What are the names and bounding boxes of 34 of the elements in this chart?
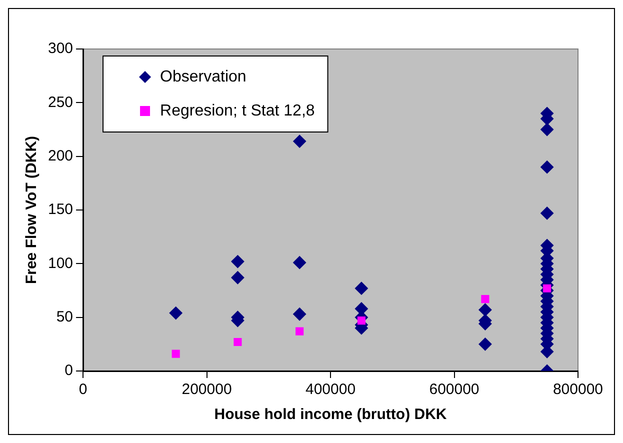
y-tick-label: 0 <box>64 362 74 380</box>
x-tick-label: 200000 <box>182 381 232 398</box>
point <box>540 160 554 174</box>
point <box>234 338 242 346</box>
point <box>293 256 306 270</box>
point <box>481 295 490 304</box>
point <box>540 206 554 220</box>
point <box>231 255 244 268</box>
y-tick-label: 300 <box>48 40 74 58</box>
x-axis-title: House hold income (brutto) DKK <box>214 406 447 424</box>
x-tick-label: 0 <box>78 381 88 398</box>
point <box>296 327 304 336</box>
y-tick-label: 200 <box>48 147 74 164</box>
y-tick-label: 150 <box>48 201 74 218</box>
point <box>172 350 180 358</box>
y-tick-label: 250 <box>48 94 74 111</box>
y-axis-title: Free Flow VoT (DKK) <box>23 136 40 284</box>
point <box>231 271 244 284</box>
x-tick-label: 400000 <box>305 381 356 398</box>
point <box>357 316 366 325</box>
point <box>169 306 182 320</box>
point <box>293 134 306 148</box>
x-tick-label: 800000 <box>552 381 604 398</box>
point <box>293 308 306 321</box>
legend-label: Observation <box>160 68 246 86</box>
point <box>354 282 368 295</box>
point <box>540 123 554 136</box>
y-tick-label: 100 <box>48 254 74 272</box>
point <box>543 284 552 292</box>
x-tick-label: 600000 <box>429 381 480 398</box>
point <box>478 303 492 316</box>
point <box>478 338 492 351</box>
y-tick-label: 50 <box>56 308 74 326</box>
legend-label: Regresion; t Stat 12,8 <box>160 102 315 120</box>
